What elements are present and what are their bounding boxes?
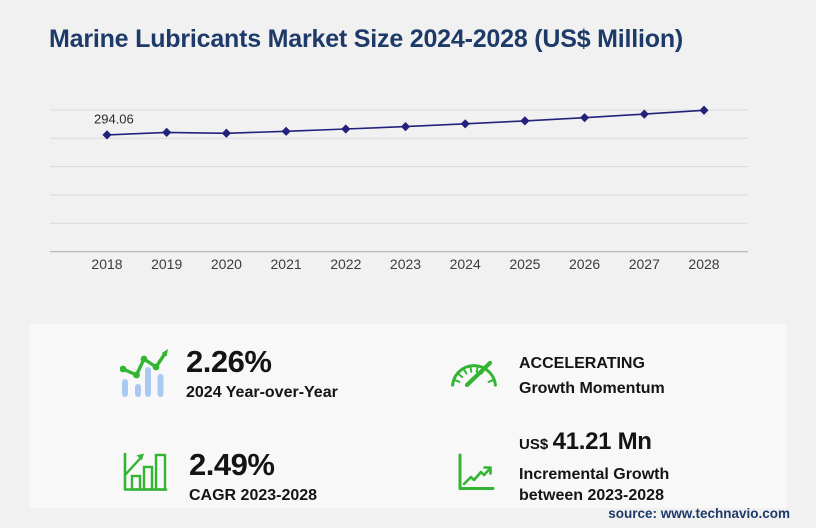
- x-axis-label-2020: 2020: [211, 256, 242, 272]
- incremental-growth-icon: [458, 453, 495, 490]
- data-point-2018: [102, 130, 112, 140]
- x-axis-label-2019: 2019: [151, 256, 182, 272]
- data-point-2026: [580, 113, 590, 123]
- cagr-value: 2.49%: [189, 447, 275, 482]
- incremental-line2: between 2023-2028: [519, 487, 664, 504]
- yoy-stat: 2.26% 2024 Year-over-Year: [186, 345, 338, 403]
- bar-trend-icon: [120, 349, 168, 397]
- momentum-stat: ACCELERATING Growth Momentum: [519, 351, 665, 401]
- data-point-2021: [281, 126, 291, 136]
- data-point-2020: [221, 128, 231, 138]
- data-point-2028: [699, 105, 709, 115]
- x-axis-label-2025: 2025: [509, 256, 540, 272]
- x-axis-label-2021: 2021: [271, 256, 302, 272]
- yoy-value: 2.26%: [186, 344, 272, 379]
- data-point-2022: [341, 124, 351, 134]
- x-axis-label-2024: 2024: [450, 256, 481, 272]
- x-axis-label-2027: 2027: [629, 256, 660, 272]
- incremental-value: 41.21 Mn: [552, 428, 652, 455]
- data-point-2023: [400, 122, 411, 132]
- data-point-2025: [520, 116, 530, 126]
- x-axis-label-2026: 2026: [569, 256, 600, 272]
- yoy-label: 2024 Year-over-Year: [186, 384, 338, 401]
- x-axis-label-2022: 2022: [330, 256, 361, 272]
- source-credit: source: www.technavio.com: [608, 506, 790, 521]
- momentum-line1: ACCELERATING: [519, 355, 645, 372]
- market-size-line-chart: 2018 2019 2020 2021 2022 2023 2024 2025 2026 2027…: [50, 105, 748, 272]
- momentum-line2: Growth Momentum: [519, 380, 665, 397]
- data-point-2024: [460, 119, 470, 129]
- growth-chart-icon: [123, 452, 168, 491]
- speedometer-icon: [451, 360, 497, 388]
- incremental-stat: US$ 41.21 Mn Incremental Growth between …: [519, 429, 669, 506]
- x-axis-label-2023: 2023: [390, 256, 421, 272]
- x-axis-label-2028: 2028: [688, 256, 719, 272]
- data-point-2027: [639, 109, 649, 119]
- x-axis-label-2018: 2018: [91, 256, 122, 272]
- incremental-currency: US$: [519, 436, 549, 453]
- cagr-label: CAGR 2023-2028: [189, 487, 318, 504]
- page-title: Marine Lubricants Market Size 2024-2028 …: [49, 25, 684, 53]
- data-label-2018: 294.06: [94, 111, 134, 126]
- cagr-stat: 2.49% CAGR 2023-2028: [189, 448, 317, 506]
- data-point-2019: [162, 127, 172, 137]
- incremental-line1: Incremental Growth: [519, 466, 670, 483]
